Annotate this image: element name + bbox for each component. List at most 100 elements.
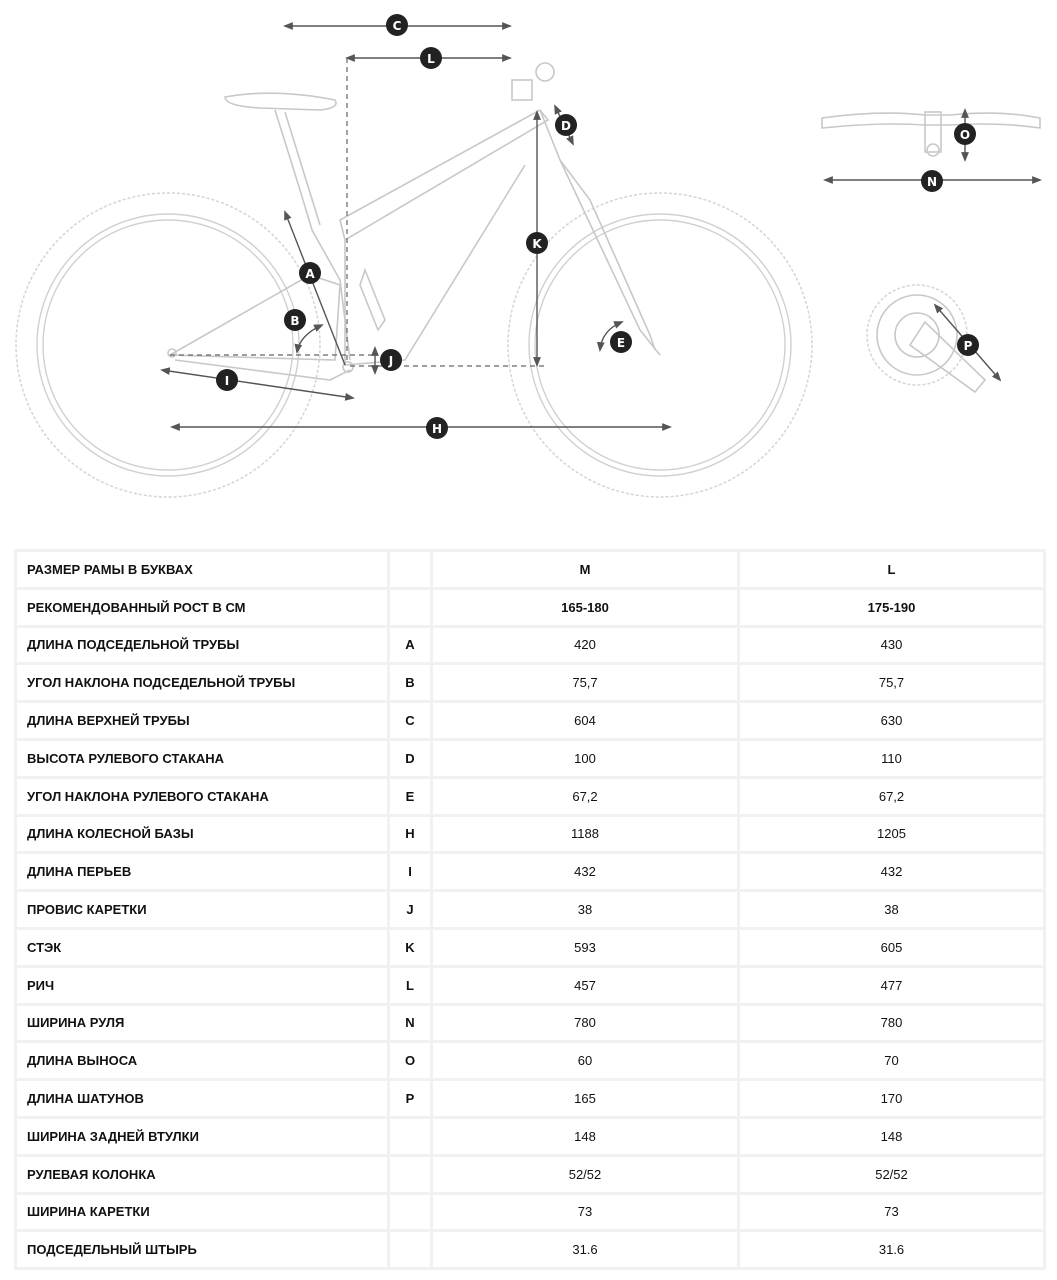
row-label: ДЛИНА ШАТУНОВ [14,1078,390,1119]
size-m-value: 52/52 [430,1153,740,1195]
table-row: ШИРИНА РУЛЯ N 780 780 [14,1002,1046,1044]
size-l-value: 73 [737,1191,1046,1233]
size-l-value: 630 [737,700,1046,741]
badge-letter: J [388,354,393,368]
size-l-value: 75,7 [737,662,1046,704]
size-l-value: 110 [737,737,1046,779]
dimension-badge-h: H [426,417,448,439]
row-letter [387,1229,433,1271]
table-row: СТЭК K 593 605 [14,926,1046,968]
dimension-badge-k: K [526,232,548,254]
table-row: РУЛЕВАЯ КОЛОНКА 52/52 52/52 [14,1153,1046,1195]
bike-frame [167,62,661,381]
dimension-badge-b: B [284,309,306,331]
row-letter: D [387,737,433,779]
table-row: ДЛИНА ПЕРЬЕВ I 432 432 [14,851,1046,893]
row-letter: J [387,889,433,930]
size-m-value: 100 [430,737,740,779]
row-label: ВЫСОТА РУЛЕВОГО СТАКАНА [14,737,390,779]
size-l-value: 432 [737,851,1046,893]
size-l-value: 67,2 [737,775,1046,817]
badge-letter: B [290,314,299,328]
row-letter: B [387,662,433,704]
size-m-value: 148 [430,1115,740,1157]
dimension-badge-c: C [386,14,408,36]
table-row: ШИРИНА ЗАДНЕЙ ВТУЛКИ 148 148 [14,1115,1046,1157]
badge-letter: L [427,52,435,66]
handlebar-detail [821,108,1042,184]
table-row: РЕКОМЕНДОВАННЫЙ РОСТ В СМ 165-180 175-190 [14,586,1046,628]
row-letter [387,1191,433,1233]
rear-wheel [15,192,321,498]
size-m-value: 165 [430,1078,740,1119]
row-label: РАЗМЕР РАМЫ В БУКВАХ [14,549,390,590]
table-row: ДЛИНА ВЕРХНЕЙ ТРУБЫ C 604 630 [14,700,1046,741]
badge-letter: E [617,336,625,350]
size-l-value: 52/52 [737,1153,1046,1195]
size-l-value: 70 [737,1040,1046,1082]
size-m-value: M [430,549,740,590]
size-m-value: 31.6 [430,1229,740,1271]
dimension-badge-i: I [216,369,238,391]
row-label: ДЛИНА ВЕРХНЕЙ ТРУБЫ [14,700,390,741]
row-letter: E [387,775,433,817]
row-label: УГОЛ НАКЛОНА ПОДСЕДЕЛЬНОЙ ТРУБЫ [14,662,390,704]
row-label: ДЛИНА ВЫНОСА [14,1040,390,1082]
size-l-value: 175-190 [737,586,1046,628]
size-m-value: 67,2 [430,775,740,817]
row-letter [387,1153,433,1195]
badge-letter: K [532,237,542,251]
row-letter: P [387,1078,433,1119]
dimension-badge-e: E [610,331,632,353]
row-letter: K [387,926,433,968]
size-m-value: 75,7 [430,662,740,704]
table-row: УГОЛ НАКЛОНА ПОДСЕДЕЛЬНОЙ ТРУБЫ B 75,7 75,7 [14,662,1046,704]
badge-letter: N [927,175,937,189]
size-m-value: 420 [430,624,740,666]
badge-letter: A [305,267,315,281]
bike-geometry-diagram: A B C D E H I J K L N O P [15,14,1042,498]
table-row: УГОЛ НАКЛОНА РУЛЕВОГО СТАКАНА E 67,2 67,2 [14,775,1046,817]
size-m-value: 73 [430,1191,740,1233]
dimension-badge-n: N [921,170,943,192]
row-letter: O [387,1040,433,1082]
row-label: РИЧ [14,964,390,1006]
row-letter: I [387,851,433,893]
table-row: ПОДСЕДЕЛЬНЫЙ ШТЫРЬ 31.6 31.6 [14,1229,1046,1271]
size-m-value: 780 [430,1002,740,1044]
dimension-badge-a: A [299,262,321,284]
size-l-value: 430 [737,624,1046,666]
row-label: РУЛЕВАЯ КОЛОНКА [14,1153,390,1195]
dimension-badge-d: D [555,114,577,136]
row-label: УГОЛ НАКЛОНА РУЛЕВОГО СТАКАНА [14,775,390,817]
row-label: РЕКОМЕНДОВАННЫЙ РОСТ В СМ [14,586,390,628]
size-l-value: 170 [737,1078,1046,1119]
size-m-value: 593 [430,926,740,968]
geometry-table: РАЗМЕР РАМЫ В БУКВАХ M L РЕКОМЕНДОВАННЫЙ РО… [14,549,1046,1271]
dimension-badge-p: P [957,334,979,356]
badge-letter: P [964,339,973,353]
size-l-value: 31.6 [737,1229,1046,1271]
dimension-badge-j: J [380,349,402,371]
table-row: ПРОВИС КАРЕТКИ J 38 38 [14,889,1046,930]
row-letter [387,549,433,590]
size-m-value: 165-180 [430,586,740,628]
row-letter [387,1115,433,1157]
row-label: ДЛИНА ПЕРЬЕВ [14,851,390,893]
table-row: ДЛИНА ПОДСЕДЕЛЬНОЙ ТРУБЫ A 420 430 [14,624,1046,666]
crankset-detail [866,284,1002,394]
table-row: ДЛИНА ВЫНОСА O 60 70 [14,1040,1046,1082]
table-row: ДЛИНА ШАТУНОВ P 165 170 [14,1078,1046,1119]
front-wheel [507,192,813,498]
row-label: ШИРИНА ЗАДНЕЙ ВТУЛКИ [14,1115,390,1157]
size-l-value: 780 [737,1002,1046,1044]
badge-letter: C [393,19,402,33]
badge-letter: D [561,119,571,133]
dimension-lines [160,22,672,431]
row-letter [387,586,433,628]
dimension-badge-o: O [954,123,976,145]
badge-letter: O [960,128,970,142]
size-l-value: 38 [737,889,1046,930]
size-m-value: 604 [430,700,740,741]
row-letter: L [387,964,433,1006]
